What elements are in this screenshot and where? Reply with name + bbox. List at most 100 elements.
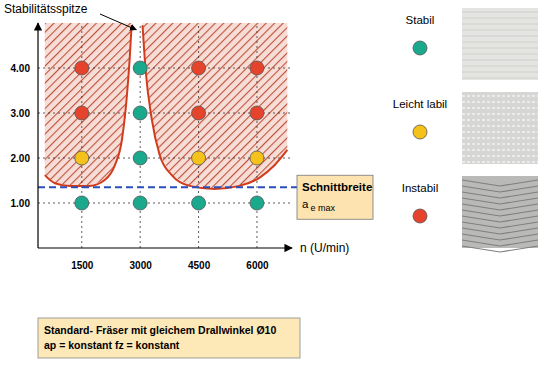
- legend-marker: [413, 41, 427, 55]
- annotation-arrow: [100, 14, 136, 30]
- point: [133, 61, 147, 75]
- reference-symbol-main: a: [302, 198, 309, 210]
- tick: 6000: [246, 248, 269, 271]
- sample-surface: [462, 92, 538, 164]
- tick-label: 4500: [188, 260, 211, 271]
- sample-texture: [462, 143, 538, 145]
- sample-texture: [462, 95, 538, 97]
- footnote-box: [38, 318, 300, 358]
- x-axis: 1500 3000 4500 6000: [38, 248, 292, 271]
- sample-texture: [462, 42, 538, 43]
- stability-limit: [45, 25, 288, 189]
- tick: 1.00: [11, 198, 38, 209]
- point: [133, 151, 147, 165]
- reference-label: Schnittbreite: [302, 181, 372, 193]
- legend: Stabil Leicht labil Instabil: [393, 8, 538, 252]
- sample-texture: [462, 119, 538, 121]
- axis-line: [38, 247, 292, 248]
- sample-texture: [462, 101, 538, 103]
- sample-texture: [462, 222, 538, 228]
- unstable-region: [45, 23, 288, 189]
- reference-box: [297, 175, 373, 219]
- tick: 3.00: [11, 108, 38, 119]
- sample-texture: [462, 155, 538, 157]
- grid-line: [198, 23, 199, 248]
- sample-texture: [462, 198, 538, 204]
- sample-texture: [462, 12, 538, 13]
- grid-line: [256, 23, 257, 248]
- sample-texture: [462, 240, 538, 246]
- sample-texture: [462, 149, 538, 151]
- legend-label: Leicht labil: [393, 98, 447, 110]
- point: [192, 151, 206, 165]
- tick-label: 3000: [130, 260, 153, 271]
- sample-texture: [462, 131, 538, 133]
- sample-photo: [462, 176, 538, 252]
- plot-marks: [45, 25, 288, 210]
- tick-label: 4.00: [11, 63, 31, 74]
- legend-label: Instabil: [402, 182, 438, 194]
- tick: 2.00: [11, 153, 38, 164]
- point: [75, 151, 89, 165]
- sample-texture: [462, 228, 538, 234]
- point: [250, 106, 264, 120]
- sample-texture: [462, 107, 538, 109]
- y-axis: 1.00 2.00 3.00 4.00: [11, 23, 38, 248]
- point: [250, 61, 264, 75]
- sample-texture: [462, 186, 538, 192]
- point: [192, 61, 206, 75]
- sample-texture: [462, 204, 538, 210]
- point: [133, 196, 147, 210]
- sample-texture: [462, 216, 538, 222]
- point: [250, 196, 264, 210]
- tick-label: 6000: [246, 260, 269, 271]
- sample-texture: [462, 246, 538, 252]
- sample-texture: [462, 210, 538, 216]
- sample-texture: [462, 137, 538, 139]
- sample-texture: [462, 66, 538, 67]
- legend-label: Stabil: [406, 14, 435, 26]
- sample-texture: [462, 125, 538, 127]
- sample-texture: [462, 48, 538, 49]
- point: [75, 196, 89, 210]
- legend-marker: [413, 125, 427, 139]
- reference-line: [38, 186, 297, 188]
- sample-surface: [462, 176, 538, 248]
- sample-texture: [462, 113, 538, 115]
- x-axis-title: n (U/min): [300, 241, 349, 255]
- tick: 4.00: [11, 63, 38, 74]
- tick-label: 2.00: [11, 153, 31, 164]
- axis-line: [37, 23, 38, 248]
- sample-photo: [462, 8, 538, 80]
- sample-texture: [462, 180, 538, 186]
- sample-texture: [462, 72, 538, 73]
- sample-texture: [462, 30, 538, 31]
- footnote: ap = konstant fz = konstant: [44, 339, 180, 351]
- tick: 3000: [130, 248, 153, 271]
- legend-marker: [413, 209, 427, 223]
- reference-symbol-sub: e max: [310, 203, 335, 213]
- tick: 4500: [188, 248, 211, 271]
- chart: 1500 3000 4500 6000 1.00 2.00 3.00 4.00 n (U/min…: [0, 0, 540, 368]
- grid: [38, 23, 292, 248]
- tick: 1500: [71, 248, 94, 271]
- sample-texture: [462, 161, 538, 163]
- tick-label: 1500: [71, 260, 94, 271]
- point: [250, 151, 264, 165]
- tick-label: 3.00: [11, 108, 31, 119]
- point: [75, 106, 89, 120]
- point: [75, 61, 89, 75]
- reference-symbol: ae max: [302, 198, 335, 213]
- sample-photo: [462, 92, 538, 164]
- sample-texture: [462, 234, 538, 240]
- grid-line: [140, 23, 141, 248]
- point: [133, 106, 147, 120]
- point: [192, 196, 206, 210]
- sample-texture: [462, 192, 538, 198]
- sample-surface: [462, 8, 538, 80]
- sample-texture: [462, 78, 538, 79]
- grid-line: [81, 23, 82, 248]
- sample-texture: [462, 36, 538, 37]
- sample-texture: [462, 54, 538, 55]
- sample-texture: [462, 18, 538, 19]
